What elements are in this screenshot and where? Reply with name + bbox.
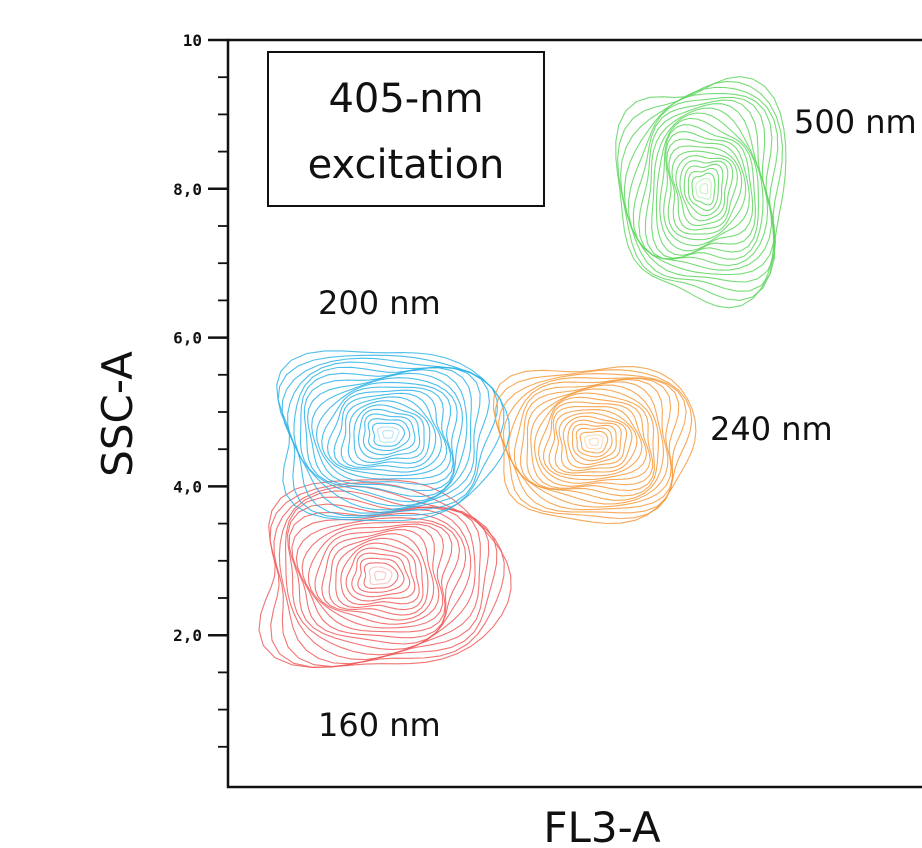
y-tick-label: 8,0 bbox=[173, 180, 202, 199]
contour-line bbox=[632, 99, 773, 271]
contour-line bbox=[269, 482, 505, 668]
contour-line bbox=[558, 412, 633, 472]
contour-line bbox=[575, 427, 613, 458]
contour-line bbox=[277, 354, 505, 519]
contour-line bbox=[538, 396, 651, 484]
contour-line bbox=[675, 155, 734, 227]
contour-line bbox=[306, 372, 464, 498]
y-tick-label: 6,0 bbox=[173, 329, 202, 348]
contour-line bbox=[291, 512, 467, 645]
contour-line bbox=[293, 366, 481, 511]
contour-line bbox=[651, 112, 759, 259]
contour-line bbox=[301, 521, 453, 633]
population-core bbox=[582, 432, 606, 451]
contour-line bbox=[498, 373, 687, 514]
contour-line bbox=[321, 529, 435, 621]
contour-line bbox=[579, 430, 609, 454]
contour-line bbox=[655, 117, 756, 256]
contour-line bbox=[273, 485, 498, 668]
label-240nm: 240 nm bbox=[710, 410, 833, 448]
population-core bbox=[374, 424, 402, 445]
contour-line bbox=[333, 392, 443, 473]
contour-line bbox=[620, 86, 779, 292]
contour-line bbox=[548, 406, 643, 477]
contour-line bbox=[683, 163, 724, 217]
excitation-box: 405-nm excitation bbox=[267, 51, 545, 207]
contour-line bbox=[347, 400, 431, 467]
contour-line bbox=[340, 542, 420, 606]
population-core bbox=[365, 564, 395, 587]
contour-line bbox=[530, 388, 655, 492]
y-tick-label: 2,0 bbox=[173, 626, 202, 645]
contour-line bbox=[571, 423, 617, 462]
contour-line bbox=[638, 103, 769, 267]
contour-line bbox=[520, 381, 664, 501]
y-tick-label: 10 bbox=[183, 31, 202, 50]
contour-line bbox=[671, 150, 738, 231]
y-tick-label: 4,0 bbox=[173, 477, 202, 496]
contour-line bbox=[562, 415, 628, 469]
contour-line bbox=[554, 409, 638, 474]
contour-line bbox=[357, 557, 405, 593]
contour-line bbox=[340, 396, 437, 469]
population-160nm bbox=[258, 479, 512, 668]
contour-line bbox=[567, 419, 622, 466]
contour-line bbox=[345, 547, 416, 602]
x-axis-title: FL3-A bbox=[543, 803, 661, 848]
contour-line bbox=[679, 160, 729, 222]
y-axis-title: SSC-A bbox=[93, 351, 142, 477]
excitation-box-line1: 405-nm bbox=[328, 76, 483, 122]
contour-line bbox=[295, 517, 461, 639]
contour-line bbox=[328, 533, 429, 616]
population-200nm bbox=[276, 350, 510, 522]
contour-line bbox=[288, 509, 472, 651]
contour-line bbox=[659, 124, 754, 252]
contour-layer bbox=[258, 76, 787, 668]
contour-line bbox=[533, 392, 654, 487]
contour-line bbox=[363, 562, 399, 589]
contour-line bbox=[358, 408, 421, 460]
y-axis: 10 8,0 6,0 4,0 2,0 bbox=[173, 31, 228, 748]
contour-line bbox=[371, 422, 406, 447]
contour-line bbox=[326, 389, 448, 477]
contour-line bbox=[335, 537, 424, 611]
contour-line bbox=[615, 76, 787, 309]
contour-line bbox=[494, 369, 693, 520]
contour-line bbox=[502, 377, 680, 511]
label-160nm: 160 nm bbox=[318, 706, 441, 744]
contour-line bbox=[311, 377, 458, 492]
contour-line bbox=[362, 413, 416, 456]
contour-line bbox=[644, 107, 764, 260]
population-500nm bbox=[615, 76, 787, 309]
contour-line bbox=[687, 167, 720, 211]
contour-line bbox=[666, 138, 747, 241]
label-200nm: 200 nm bbox=[318, 284, 441, 322]
population-240nm bbox=[492, 366, 697, 525]
contour-line bbox=[617, 80, 783, 301]
excitation-box-line2: excitation bbox=[308, 142, 505, 188]
contour-line bbox=[526, 384, 660, 497]
contour-line bbox=[623, 93, 777, 283]
contour-line bbox=[508, 377, 672, 508]
contour-line bbox=[668, 145, 743, 235]
contour-line bbox=[353, 404, 425, 464]
contour-line bbox=[321, 386, 452, 480]
contour-line bbox=[513, 378, 669, 505]
contour-line bbox=[303, 369, 468, 503]
contour-line bbox=[627, 96, 775, 276]
contour-line bbox=[314, 525, 440, 625]
population-core bbox=[694, 176, 714, 202]
contour-line bbox=[367, 418, 411, 452]
contour-line bbox=[285, 496, 481, 661]
contour-line bbox=[299, 367, 472, 507]
label-500nm: 500 nm bbox=[794, 103, 917, 141]
contour-line bbox=[315, 381, 454, 485]
contour-line bbox=[307, 523, 444, 629]
contour-line bbox=[542, 401, 647, 481]
contour-line bbox=[663, 131, 750, 246]
contour-line bbox=[691, 172, 716, 206]
contour-line bbox=[351, 552, 411, 598]
